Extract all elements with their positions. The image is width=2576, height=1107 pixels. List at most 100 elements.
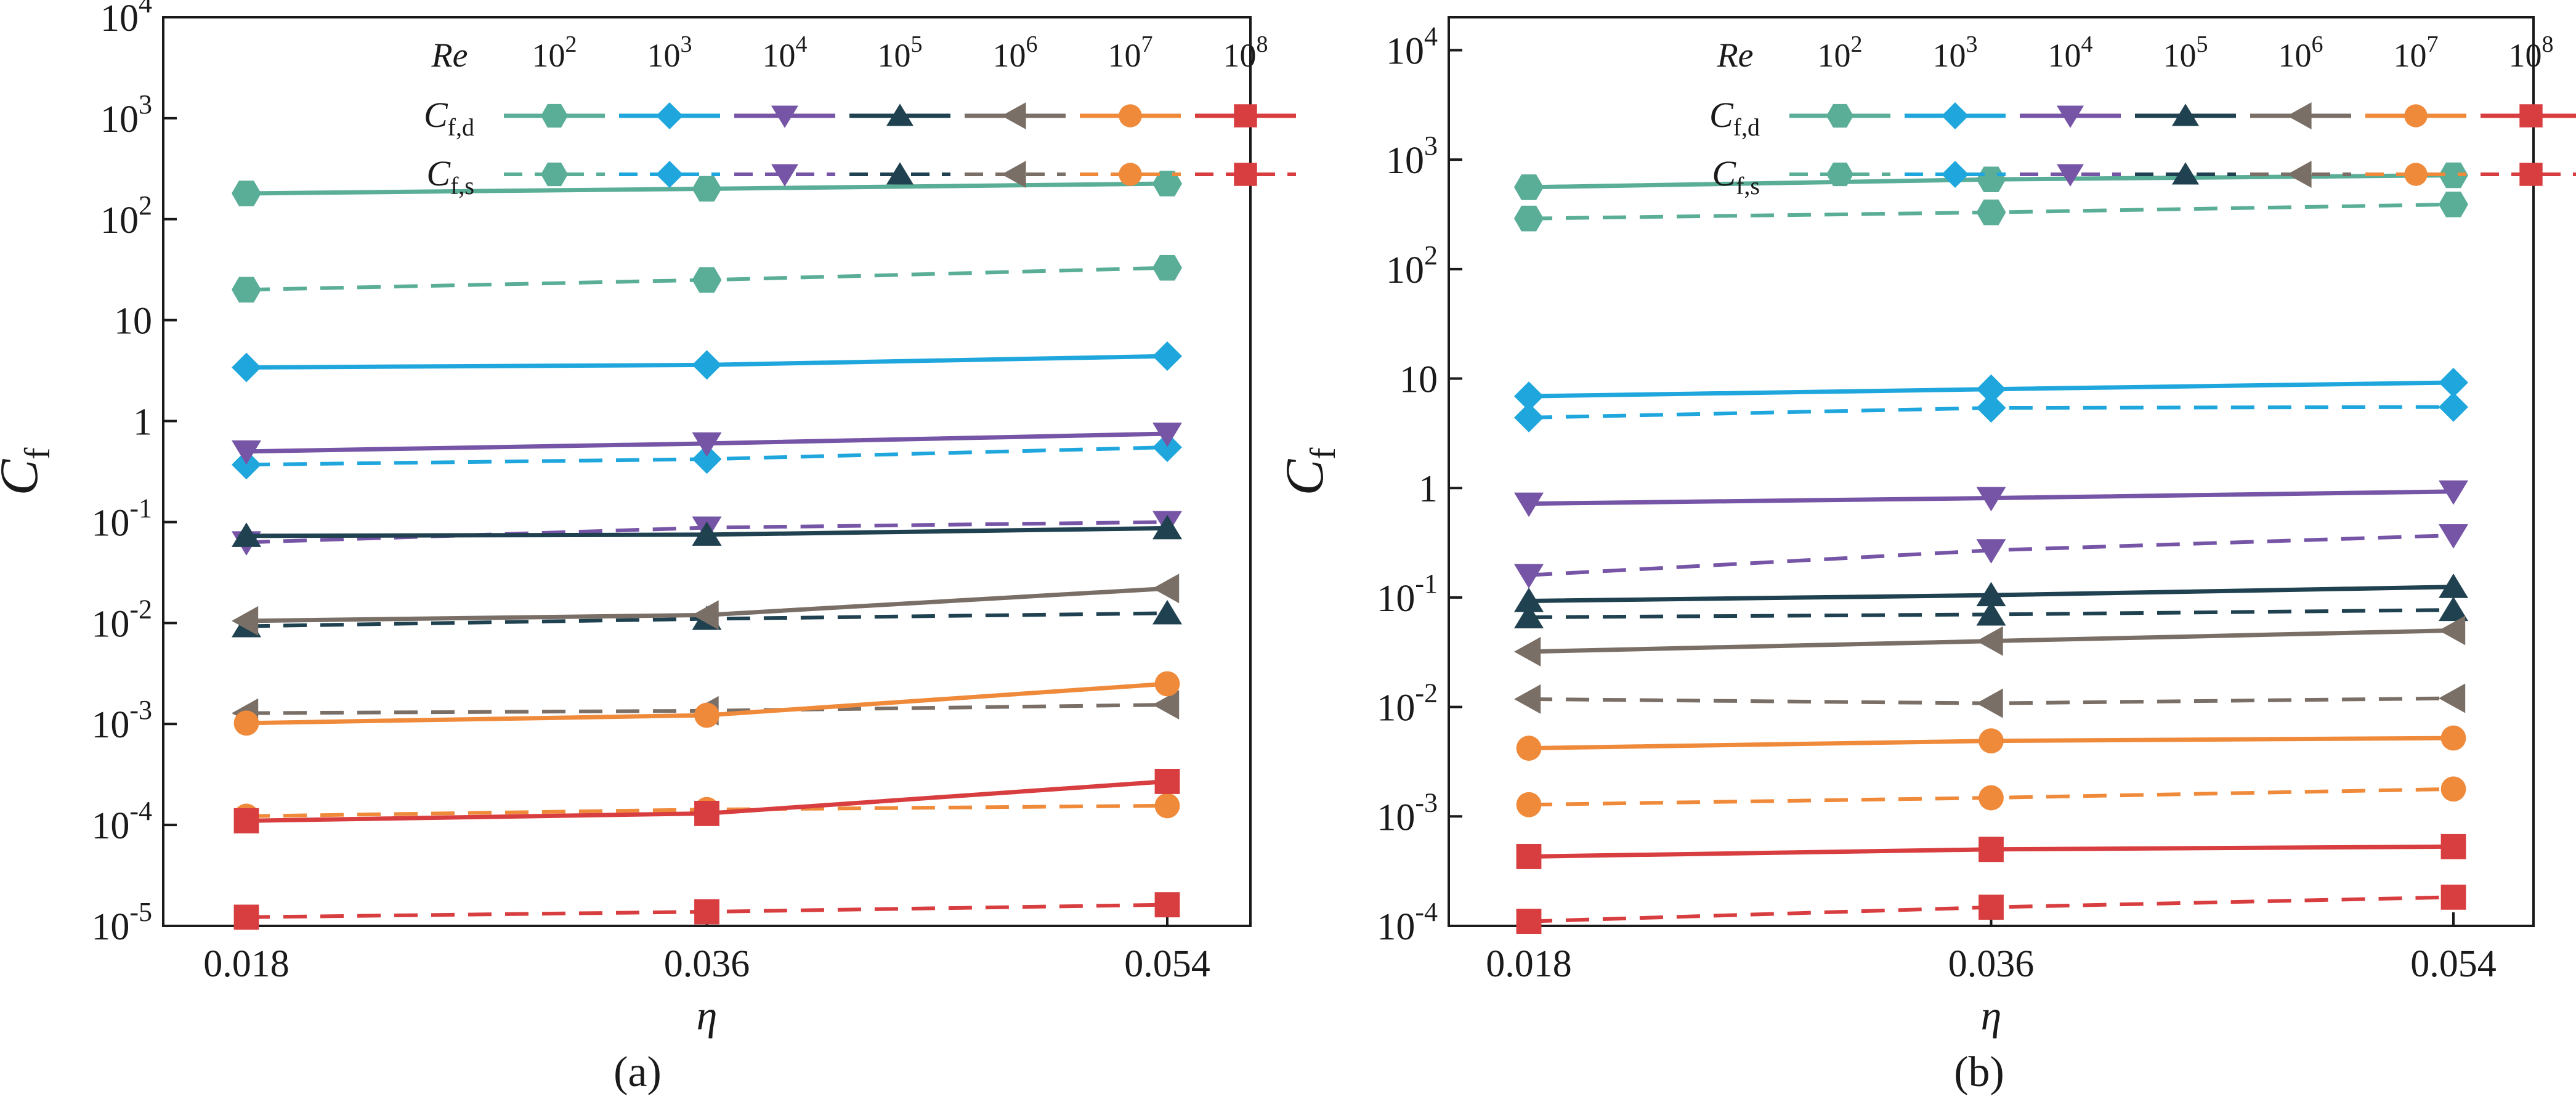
data-point (1979, 785, 2004, 811)
data-point (1514, 604, 1544, 628)
series-10e7-cfd (233, 671, 1180, 736)
data-point (2440, 725, 2466, 751)
legend: Re Cf,d Cf,s 102 103 104 105 106 107 108 (424, 31, 1296, 200)
series-10e2-cfs (232, 254, 1182, 303)
data-point (1152, 341, 1182, 371)
y-tick-label: 10-3 (1377, 787, 1438, 838)
data-point (2439, 524, 2468, 549)
y-tick-label: 1 (1419, 468, 1438, 510)
series-10e4-cfs (1514, 524, 2468, 589)
data-point (1979, 894, 2004, 920)
data-point (2439, 683, 2466, 713)
data-point (2440, 833, 2466, 859)
legend-marker (1942, 161, 1969, 188)
data-point (1976, 688, 2003, 718)
y-tick-label: 10 (1399, 359, 1438, 401)
data-point (1154, 671, 1180, 697)
legend-marker (1119, 104, 1142, 128)
legend: Re Cf,d Cf,s 102 103 104 105 106 107 108 (1709, 31, 2576, 200)
data-point (692, 444, 722, 474)
y-axis-label: Cf (1275, 447, 1343, 496)
legend-re-value: 102 (532, 31, 577, 74)
legend-marker (1234, 104, 1257, 128)
data-point (692, 521, 722, 546)
data-point (1514, 636, 1541, 667)
x-tick-label: 0.018 (1486, 943, 1572, 985)
data-point (232, 277, 261, 303)
data-point (1152, 171, 1182, 197)
x-tick-label: 0.018 (203, 943, 290, 985)
legend-marker (2287, 161, 2312, 188)
legend-row-label: Cf,s (1712, 153, 1760, 200)
y-tick-label: 10-2 (91, 594, 152, 645)
legend-marker (1002, 161, 1026, 188)
legend-marker (1119, 163, 1142, 186)
panel-label: (a) (614, 1048, 662, 1096)
data-point (2439, 615, 2466, 646)
data-point (1976, 199, 2006, 225)
series-10e6-cfd (1514, 615, 2466, 667)
data-point (2439, 574, 2468, 598)
data-point (1976, 166, 2006, 192)
legend-marker (2287, 102, 2312, 129)
legend-re-value: 104 (763, 31, 808, 74)
data-point (1152, 574, 1180, 604)
legend-marker (2172, 162, 2199, 185)
y-tick-label: 1 (133, 402, 152, 444)
data-point (232, 606, 259, 636)
y-tick-label: 102 (1386, 240, 1438, 291)
data-point (1516, 736, 1542, 761)
data-point (692, 350, 722, 380)
data-point (1514, 381, 1544, 412)
legend-marker (2057, 164, 2084, 187)
legend-marker (1234, 163, 1257, 186)
legend-re-value: 106 (2278, 31, 2323, 74)
legend-row-label: Cf,s (426, 153, 474, 200)
y-tick-label: 103 (100, 89, 152, 140)
data-point (2439, 392, 2468, 422)
y-tick-label: 10-2 (1377, 678, 1438, 729)
x-tick-label: 0.054 (2410, 943, 2497, 985)
data-point (1154, 892, 1180, 918)
data-point (1514, 492, 1544, 517)
legend-re-value: 105 (2163, 31, 2208, 74)
legend-re-value: 103 (1933, 31, 1978, 74)
data-point (1152, 514, 1182, 540)
x-tick-label: 0.036 (664, 943, 750, 985)
data-point (233, 710, 259, 736)
legend-marker (1826, 162, 1853, 187)
data-point (694, 899, 719, 925)
data-point (1516, 844, 1542, 869)
data-point (1976, 487, 2006, 512)
data-point (2439, 192, 2468, 217)
data-point (1152, 423, 1182, 447)
data-point (692, 432, 722, 457)
legend-marker (771, 164, 798, 187)
legend-marker (2172, 103, 2199, 126)
data-point (2440, 884, 2466, 910)
data-point (1514, 587, 1544, 612)
data-point (1514, 684, 1541, 714)
y-tick-label: 104 (100, 0, 152, 39)
series-10e7-cfd (1516, 725, 2466, 761)
legend-re-value: 108 (1223, 31, 1268, 74)
y-tick-label: 10-4 (1377, 897, 1438, 948)
legend-marker (1942, 102, 1969, 129)
data-point (692, 600, 719, 630)
data-point (1152, 690, 1180, 720)
legend-re-value: 107 (2394, 31, 2439, 74)
series-10e8-cfs (233, 892, 1180, 930)
data-point (1514, 564, 1544, 589)
legend-header: Re (1716, 36, 1753, 75)
legend-marker (656, 161, 683, 188)
legend-marker (886, 162, 913, 185)
series-10e3-cfs (1514, 392, 2468, 432)
data-point (692, 267, 722, 293)
legend-marker (2519, 104, 2543, 128)
y-tick-label: 10-1 (1377, 569, 1438, 620)
x-tick-label: 0.036 (1948, 943, 2035, 985)
series-10e4-cfd (1514, 480, 2468, 517)
data-point (232, 522, 261, 547)
y-axis-label: Cf (0, 447, 57, 496)
